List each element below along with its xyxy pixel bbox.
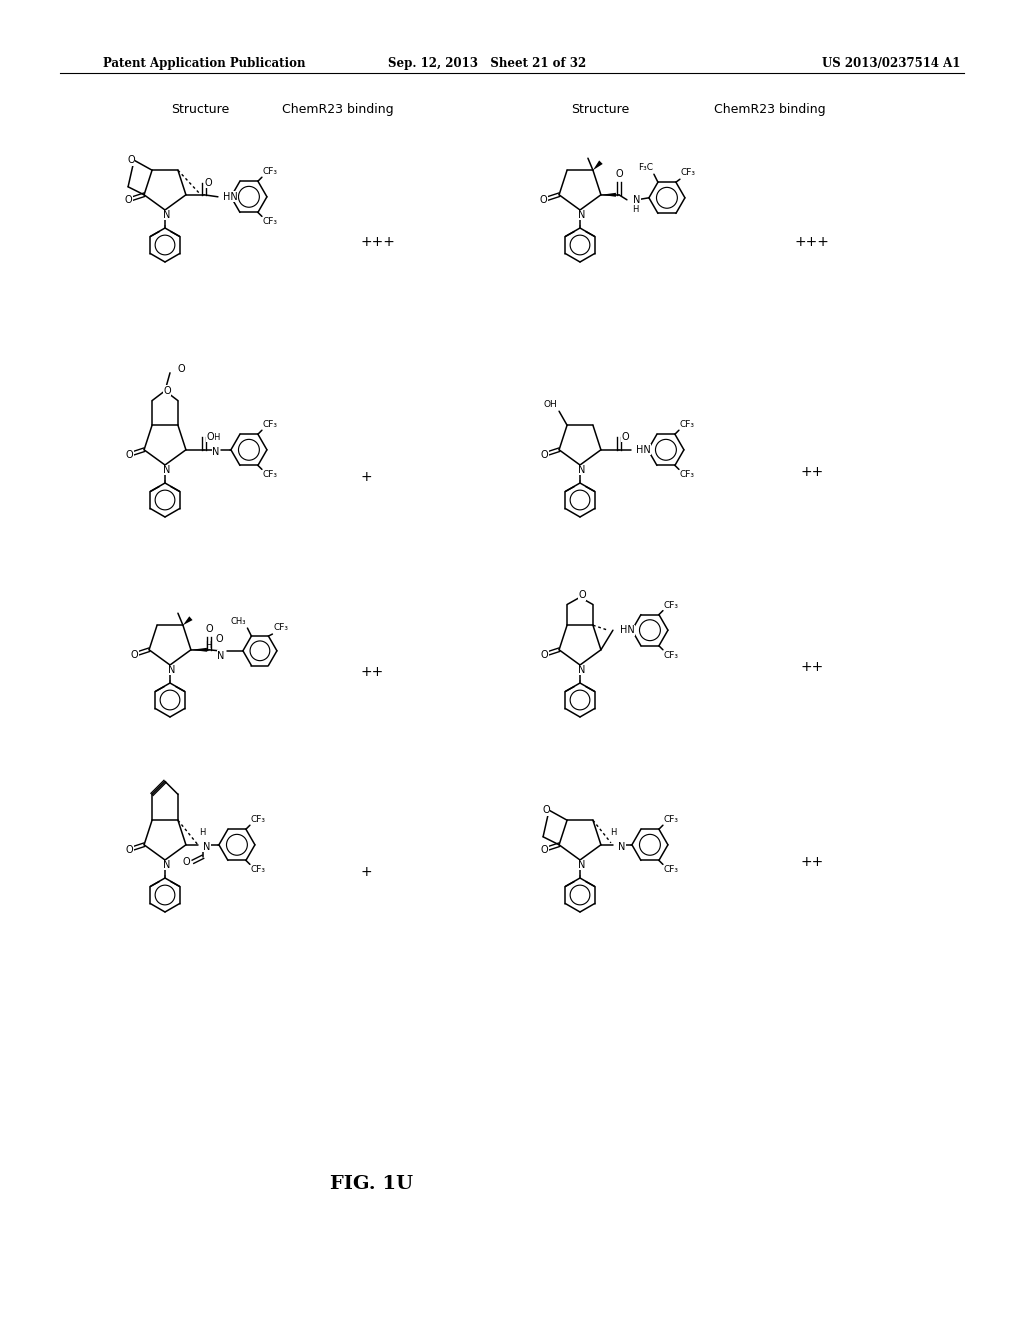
Text: N: N <box>163 210 171 220</box>
Text: Structure: Structure <box>570 103 629 116</box>
Text: O: O <box>131 649 138 660</box>
Text: F₃C: F₃C <box>638 164 653 172</box>
Text: CF₃: CF₃ <box>664 651 679 660</box>
Text: H: H <box>213 433 219 442</box>
Text: ChemR23 binding: ChemR23 binding <box>714 103 825 116</box>
Text: ++: ++ <box>800 855 823 869</box>
Text: O: O <box>126 845 133 855</box>
Text: O: O <box>541 845 549 855</box>
Text: N: N <box>163 465 171 475</box>
Text: +++: +++ <box>360 235 395 249</box>
Text: N: N <box>579 465 586 475</box>
Text: CF₃: CF₃ <box>263 168 278 176</box>
Text: N: N <box>617 842 626 851</box>
Polygon shape <box>593 161 603 170</box>
Text: CH₃: CH₃ <box>231 616 247 626</box>
Text: O: O <box>541 649 549 660</box>
Text: N: N <box>633 195 640 205</box>
Text: ++: ++ <box>800 465 823 479</box>
Text: N: N <box>212 446 219 457</box>
Text: CF₃: CF₃ <box>680 420 695 429</box>
Text: CF₃: CF₃ <box>263 470 278 479</box>
Text: O: O <box>163 385 171 396</box>
Text: Structure: Structure <box>171 103 229 116</box>
Text: +: + <box>360 865 372 879</box>
Text: CF₃: CF₃ <box>273 623 289 632</box>
Text: O: O <box>204 178 212 187</box>
Text: O: O <box>540 195 548 205</box>
Text: O: O <box>543 805 550 816</box>
Text: N: N <box>579 210 586 220</box>
Text: HN: HN <box>223 191 238 202</box>
Text: O: O <box>205 624 213 634</box>
Polygon shape <box>190 648 207 652</box>
Text: CF₃: CF₃ <box>664 601 679 610</box>
Text: ChemR23 binding: ChemR23 binding <box>283 103 394 116</box>
Text: CF₃: CF₃ <box>680 470 695 479</box>
Text: H: H <box>609 828 616 837</box>
Polygon shape <box>183 616 193 626</box>
Text: ++: ++ <box>360 665 383 678</box>
Text: Patent Application Publication: Patent Application Publication <box>103 57 305 70</box>
Text: H: H <box>206 642 212 651</box>
Text: H: H <box>632 205 638 214</box>
Text: H: H <box>199 828 205 837</box>
Text: N: N <box>217 651 224 661</box>
Text: O: O <box>541 450 549 459</box>
Text: HN: HN <box>620 626 635 635</box>
Text: O: O <box>615 169 623 178</box>
Text: CF₃: CF₃ <box>664 866 679 874</box>
Polygon shape <box>601 193 615 197</box>
Text: FIG. 1U: FIG. 1U <box>330 1175 413 1193</box>
Text: ++: ++ <box>800 660 823 675</box>
Text: N: N <box>579 861 586 870</box>
Text: O: O <box>127 156 135 165</box>
Text: HN: HN <box>636 445 650 455</box>
Text: CF₃: CF₃ <box>263 218 278 227</box>
Text: CF₃: CF₃ <box>251 816 266 824</box>
Text: O: O <box>182 857 189 867</box>
Text: N: N <box>163 861 171 870</box>
Text: +: + <box>360 470 372 484</box>
Text: N: N <box>203 842 210 851</box>
Text: O: O <box>177 364 184 374</box>
Text: +++: +++ <box>795 235 829 249</box>
Text: OH: OH <box>544 400 557 409</box>
Text: CF₃: CF₃ <box>263 420 278 429</box>
Text: CF₃: CF₃ <box>664 816 679 824</box>
Text: O: O <box>207 432 215 442</box>
Text: O: O <box>622 432 630 442</box>
Text: US 2013/0237514 A1: US 2013/0237514 A1 <box>821 57 961 70</box>
Text: CF₃: CF₃ <box>681 168 696 177</box>
Text: O: O <box>125 195 132 205</box>
Text: Sep. 12, 2013   Sheet 21 of 32: Sep. 12, 2013 Sheet 21 of 32 <box>388 57 587 70</box>
Text: O: O <box>215 634 223 644</box>
Text: O: O <box>126 450 133 459</box>
Text: N: N <box>168 665 176 675</box>
Text: CF₃: CF₃ <box>251 866 266 874</box>
Text: N: N <box>579 665 586 675</box>
Text: O: O <box>579 590 586 601</box>
